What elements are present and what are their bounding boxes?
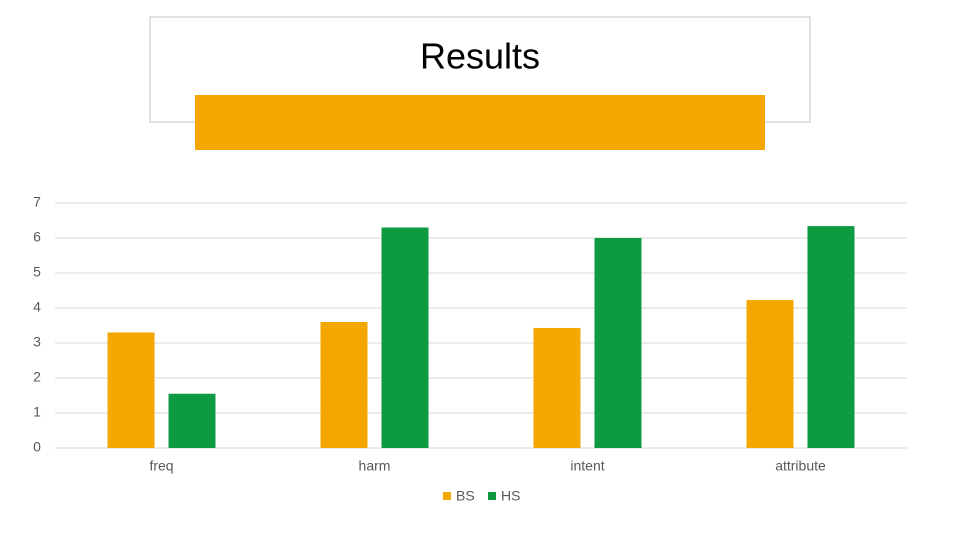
y-tick-label: 3: [33, 334, 41, 350]
x-tick-label: freq: [149, 458, 173, 474]
bar: [168, 393, 216, 448]
bar: [533, 327, 581, 448]
x-tick-label: harm: [359, 458, 391, 474]
chart-title: Results: [420, 36, 540, 77]
legend-swatch: [488, 492, 496, 500]
y-tick-label: 1: [33, 404, 41, 420]
y-tick-label: 4: [33, 299, 41, 315]
y-tick-label: 0: [33, 439, 41, 455]
y-tick-label: 5: [33, 264, 41, 280]
bar: [381, 227, 429, 448]
bar: [320, 322, 368, 448]
x-tick-label: intent: [570, 458, 604, 474]
y-tick-label: 6: [33, 229, 41, 245]
legend-label: HS: [501, 488, 520, 504]
bar: [807, 226, 855, 448]
bar: [746, 299, 794, 448]
x-tick-label: attribute: [775, 458, 826, 474]
bar: [594, 238, 642, 448]
bar: [107, 332, 155, 448]
legend-swatch: [443, 492, 451, 500]
y-tick-label: 2: [33, 369, 41, 385]
title-banner: [195, 95, 765, 150]
y-tick-label: 7: [33, 194, 41, 210]
legend-label: BS: [456, 488, 475, 504]
